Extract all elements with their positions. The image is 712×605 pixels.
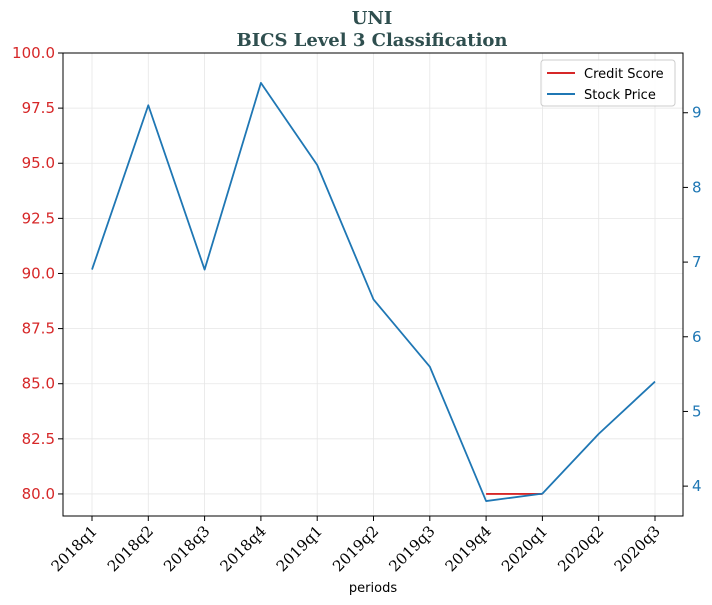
y-left-tick-label: 80.0 [22,485,55,503]
y-axis-right: 4 5 6 7 8 9 [683,104,702,495]
x-tick-label: 2019q4 [442,522,495,575]
series-lines [91,81,656,502]
x-tick-label: 2018q2 [104,522,157,575]
legend-stock-price-label: Stock Price [584,88,656,103]
y-left-tick-label: 90.0 [22,264,55,282]
y-right-tick-label: 5 [692,402,702,420]
y-right-tick-label: 9 [692,104,702,122]
x-tick-label: 2019q1 [273,522,326,575]
legend: Credit Score Stock Price [540,59,676,107]
x-axis-label: periods [349,581,397,596]
y-left-tick-label: 100.0 [12,44,55,62]
x-tick-label: 2018q4 [216,522,269,575]
y-right-tick-label: 4 [692,477,702,495]
x-tick-label: 2019q3 [385,522,438,575]
chart-title: UNI [352,8,393,29]
legend-credit-score-label: Credit Score [584,67,664,82]
y-axis-left: 80.0 82.5 85.0 87.5 90.0 92.5 95.0 97.5 100.0 [12,44,63,503]
y-left-tick-label: 87.5 [22,320,55,338]
x-tick-label: 2018q3 [160,522,213,575]
plot-area [62,52,684,517]
y-left-tick-label: 97.5 [22,99,55,117]
y-right-tick-label: 8 [692,178,702,196]
y-right-tick-label: 6 [692,328,702,346]
x-tick-label: 2019q2 [329,522,382,575]
chart-subtitle: BICS Level 3 Classification [236,30,507,51]
x-axis: 2018q1 2018q2 2018q3 2018q4 2019q1 2019q2 2019… [48,516,664,575]
x-tick-label: 2018q1 [48,522,101,575]
y-left-tick-label: 95.0 [22,154,55,172]
grid [63,52,683,516]
y-left-tick-label: 85.0 [22,375,55,393]
y-right-tick-label: 7 [692,253,702,271]
x-tick-label: 2020q3 [611,522,664,575]
x-tick-label: 2020q2 [554,522,607,575]
y-left-tick-label: 82.5 [22,430,55,448]
series-line-stock-price [91,81,656,502]
x-tick-label: 2020q1 [498,522,551,575]
y-left-tick-label: 92.5 [22,209,55,227]
